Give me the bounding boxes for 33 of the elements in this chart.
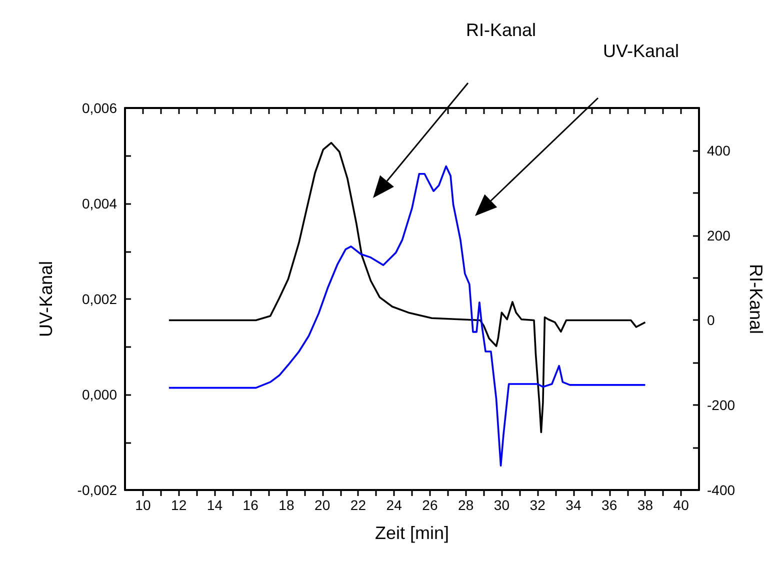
text: UV-Kanal	[602, 41, 680, 61]
x-axis-title: Zeit [min]	[374, 523, 450, 543]
x-tick-label: 10	[135, 497, 151, 513]
x-tick-label: 16	[242, 497, 259, 513]
x-tick-label: 20	[314, 497, 330, 513]
y2-tick-label: 400	[707, 142, 731, 158]
y-tick-label: 0,004	[82, 196, 118, 212]
y-tick-label: -0,002	[77, 482, 118, 498]
y2-tick-label: -400	[707, 482, 736, 498]
y2-tick-label: 0	[707, 312, 715, 328]
x-tick-label: 40	[673, 497, 690, 513]
y-tick-label: 0,000	[82, 386, 118, 402]
line-series	[168, 142, 646, 434]
x-tick-label: 34	[566, 497, 582, 513]
y-tick-label: 0,002	[82, 291, 118, 307]
x-tick-label: 32	[530, 497, 546, 513]
x-tick-label: 12	[171, 497, 187, 513]
text: RI-Kanal	[466, 20, 536, 40]
line-series	[168, 165, 646, 467]
x-tick-label: 26	[422, 497, 438, 513]
x-tick-label: 24	[386, 497, 402, 513]
y2-tick-label: -200	[707, 397, 736, 414]
x-tick-label: 38	[637, 497, 654, 513]
y-tick-label: 0,006	[82, 100, 118, 116]
x-tick-label: 18	[278, 497, 294, 513]
x-tick-label: 14	[206, 497, 223, 513]
x-tick-label: 22	[350, 497, 366, 513]
x-tick-label: 36	[602, 497, 618, 513]
y2-tick-label: 200	[707, 227, 731, 244]
x-tick-label: 28	[458, 497, 474, 513]
y2-axis-title: RI-Kanal	[746, 264, 766, 334]
x-tick-label: 30	[494, 497, 510, 513]
y-axis-title: UV-Kanal	[36, 260, 56, 338]
